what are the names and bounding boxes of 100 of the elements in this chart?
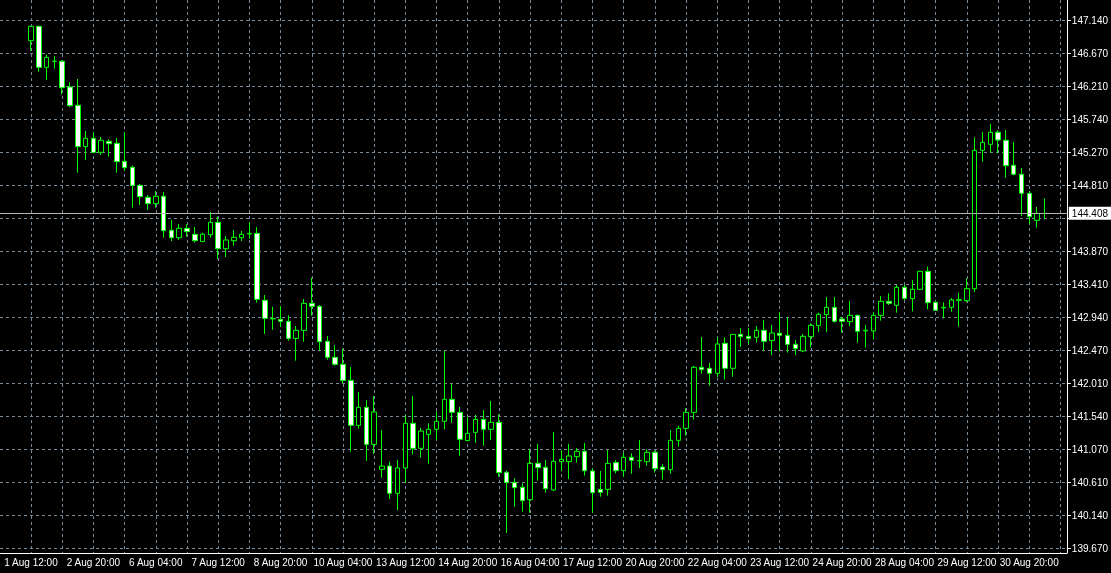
candlestick (886, 292, 892, 306)
candlestick (769, 324, 775, 356)
y-tick-label: 146.210 (1071, 80, 1109, 92)
y-tick-label: 143.410 (1071, 278, 1109, 290)
candlestick (855, 314, 860, 344)
candlestick (613, 459, 619, 474)
y-tick-label: 142.940 (1071, 311, 1109, 323)
y-tick-label: 146.670 (1071, 48, 1109, 60)
candlestick (660, 463, 665, 481)
candlestick (98, 136, 104, 156)
candlestick (270, 306, 276, 331)
candlestick (559, 449, 564, 472)
candlestick (543, 459, 548, 494)
candlestick (980, 131, 985, 163)
x-tick-label: 29 Aug 12:00 (937, 556, 997, 568)
candlestick (231, 229, 237, 247)
candlestick (426, 422, 431, 465)
x-tick-label: 14 Aug 20:00 (438, 556, 498, 568)
candlestick (91, 131, 96, 154)
y-tick-label: 142.010 (1071, 377, 1109, 389)
candlestick (956, 292, 962, 328)
candlestick (808, 322, 814, 348)
candlestick (824, 296, 829, 333)
candlestick (707, 362, 712, 387)
candlestick (964, 277, 970, 303)
candlestick (75, 78, 81, 174)
candlestick (894, 284, 899, 314)
candlestick (605, 449, 611, 497)
candlestick (44, 54, 49, 81)
candlestick (644, 448, 650, 467)
candlestick (988, 123, 993, 154)
candlestick (746, 327, 751, 345)
candlestick (520, 482, 525, 513)
candlestick (106, 138, 112, 158)
candlestick (839, 316, 845, 334)
candlestick (83, 130, 88, 161)
y-tick-label: 141.540 (1071, 410, 1109, 422)
candlestick (293, 325, 299, 362)
candlestick (496, 413, 502, 478)
candlestick (286, 314, 291, 342)
candlestick (785, 316, 790, 354)
candlestick (816, 312, 821, 333)
y-tick-label: 144.810 (1071, 179, 1109, 191)
candlestick (169, 219, 174, 242)
candlestick (449, 383, 455, 424)
candlestick (676, 425, 681, 448)
y-tick-label: 147.140 (1071, 14, 1109, 26)
y-tick-label: 145.740 (1071, 113, 1109, 125)
candlestick (332, 344, 338, 367)
candlestick (52, 55, 57, 70)
candlestick (457, 406, 463, 457)
candlestick (387, 461, 392, 500)
candlestick (777, 312, 782, 352)
y-tick-label: 140.610 (1071, 476, 1109, 488)
candlestick (598, 470, 603, 498)
candlestick (1027, 190, 1032, 225)
candlestick (590, 467, 595, 514)
candlestick (379, 429, 385, 479)
candlestick (863, 324, 868, 349)
candlestick (208, 211, 213, 239)
candlestick (278, 305, 283, 328)
candlestick (114, 137, 120, 174)
candlestick (356, 391, 361, 430)
candlestick (176, 223, 182, 241)
candlestick (902, 284, 907, 301)
candlestick (722, 336, 728, 381)
x-tick-label: 22 Aug 04:00 (687, 556, 748, 568)
candlestick (348, 366, 354, 453)
candlestick (800, 333, 806, 353)
candlestick (793, 339, 798, 356)
candlestick (621, 452, 626, 478)
candlestick (59, 59, 65, 95)
candlestick (145, 194, 151, 211)
x-tick-label: 2 Aug 20:00 (66, 556, 121, 568)
candlestick (223, 235, 229, 258)
x-tick-label: 1 Aug 12:00 (4, 556, 59, 568)
candlestick (832, 296, 837, 324)
x-tick-label: 8 Aug 20:00 (253, 556, 308, 568)
candlestick (488, 400, 494, 441)
x-tick-label: 17 Aug 12:00 (563, 556, 623, 568)
candlestick (418, 427, 424, 459)
candlestick (239, 230, 244, 242)
candlestick (527, 448, 533, 514)
x-tick-label: 13 Aug 12:00 (375, 556, 436, 568)
candlestick (395, 459, 400, 511)
candlestick (247, 221, 252, 240)
x-tick-label: 6 Aug 04:00 (129, 556, 183, 568)
candlestick (847, 300, 853, 327)
candlestick (309, 277, 315, 317)
candlestick (364, 399, 369, 462)
candlestick (215, 216, 221, 260)
candlestick (340, 348, 346, 384)
candlestick (161, 191, 166, 239)
candlestick (1003, 129, 1009, 179)
candlestick (917, 270, 923, 291)
x-tick-label: 7 Aug 12:00 (191, 556, 246, 568)
candlestick (629, 452, 634, 475)
candlestick (153, 190, 159, 209)
y-tick-label: 140.140 (1071, 509, 1109, 521)
candlestick (566, 443, 572, 480)
